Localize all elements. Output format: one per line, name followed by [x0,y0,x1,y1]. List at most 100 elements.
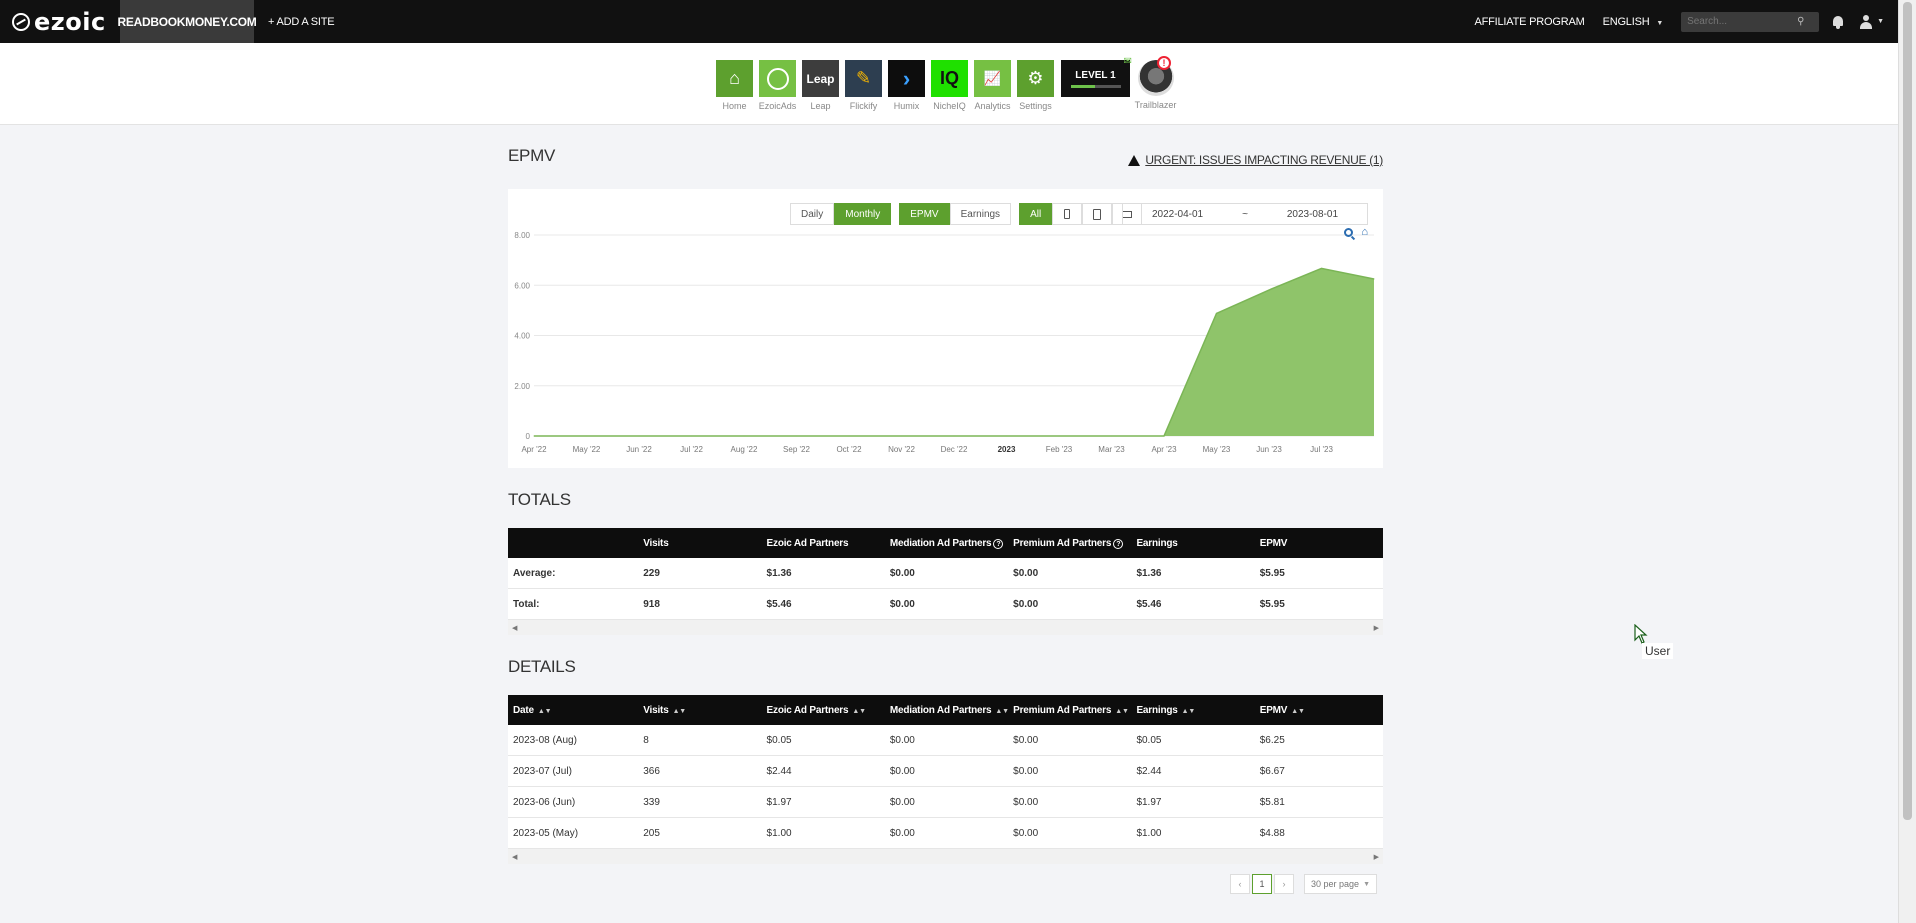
data-point[interactable] [796,435,797,437]
sort-mediation-header[interactable]: Mediation Ad Partners ▲▼ [890,705,1013,716]
chart-zoom-tools: ⌂ [1344,226,1368,238]
data-point[interactable] [1006,435,1007,437]
app-analytics[interactable]: 📈 Analytics [971,60,1014,111]
table-cell: $0.00 [1013,598,1039,610]
urgent-issues-link[interactable]: URGENT: ISSUES IMPACTING REVENUE (1) [1128,153,1383,167]
per-page-select[interactable]: 30 per page ▼ [1304,874,1377,894]
sort-ezoic-header[interactable]: Ezoic Ad Partners ▲▼ [767,705,890,716]
x-tick-label: Jun '22 [626,445,652,454]
page-1-button[interactable]: 1 [1252,874,1273,894]
search-box: ⚲ [1681,11,1820,32]
sort-epmv-header[interactable]: EPMV ▲▼ [1260,705,1383,716]
user-menu[interactable]: ▼ [1859,14,1884,29]
date-to: 2023-08-01 [1286,208,1339,220]
language-selector[interactable]: ENGLISH ▼ [1603,16,1664,28]
data-point[interactable] [1321,267,1322,269]
affiliate-program-link[interactable]: AFFILIATE PROGRAM [1474,15,1585,28]
app-trailblazer[interactable]: ! Trailblazer [1134,56,1177,111]
user-icon [1859,14,1873,29]
x-tick-label: Mar '23 [1098,445,1125,454]
x-tick-label: Jun '23 [1256,445,1282,454]
data-point[interactable] [1216,312,1217,314]
sort-premium-header[interactable]: Premium Ad Partners ▲▼ [1013,705,1136,716]
vertical-scrollbar[interactable] [1898,0,1916,923]
table-cell: Average: [513,567,556,579]
level-badge[interactable]: LEVEL 1 ✉ [1061,56,1132,97]
app-leap[interactable]: Leap Leap [799,60,842,111]
app-nicheiq[interactable]: IQ NicheIQ [928,60,971,111]
table-cell: $5.95 [1259,598,1285,610]
monthly-button[interactable]: Monthly [834,203,892,225]
sort-earnings-header[interactable]: Earnings ▲▼ [1136,705,1259,716]
tablet-device-button[interactable] [1082,203,1113,225]
sort-icon: ▲▼ [852,707,866,715]
help-icon[interactable]: ? [1113,538,1124,549]
epmv-button[interactable]: EPMV [899,203,950,225]
scroll-right-icon[interactable]: ▶ [1373,624,1379,632]
add-site-link[interactable]: + ADD A SITE [268,15,335,28]
table-cell: $0.05 [1136,734,1162,746]
scroll-right-icon[interactable]: ▶ [1373,853,1379,861]
x-tick-label: Sep '22 [783,445,810,454]
earnings-button[interactable]: Earnings [949,203,1012,225]
tablet-icon [1093,208,1102,220]
data-point[interactable] [691,435,692,437]
all-devices-button[interactable]: All [1019,203,1053,225]
date-range-picker[interactable]: 2022-04-01 ~ 2023-08-01 [1122,203,1368,225]
app-label: Settings [1019,101,1052,111]
help-icon[interactable]: ? [993,538,1004,549]
app-settings[interactable]: ⚙ Settings [1014,60,1057,111]
daily-button[interactable]: Daily [790,203,835,225]
search-icon[interactable]: ⚲ [1797,16,1805,27]
table-cell: $1.00 [1136,827,1162,839]
app-label: Flickify [849,101,878,111]
notifications-bell-icon[interactable] [1831,15,1845,29]
sort-visits-header[interactable]: Visits ▲▼ [643,705,766,716]
data-point[interactable] [1268,289,1270,291]
data-point[interactable] [586,435,587,437]
next-page-button[interactable]: › [1274,874,1295,894]
data-point[interactable] [953,435,955,437]
horizontal-scrollbar[interactable]: ◀ ▶ [508,849,1383,864]
app-humix[interactable]: › Humix [885,60,928,111]
horizontal-scrollbar[interactable]: ◀ ▶ [508,620,1383,635]
current-site-tab[interactable]: READBOOKMONEY.COM [118,0,257,43]
data-point[interactable] [533,435,535,437]
data-point[interactable] [901,435,902,437]
table-cell: Total: [513,598,540,610]
y-tick-label: 8.00 [514,231,530,240]
search-input[interactable] [1687,16,1798,27]
prev-page-button[interactable]: ‹ [1230,874,1251,894]
data-point[interactable] [743,435,745,437]
data-point[interactable] [1163,435,1165,437]
app-flickify[interactable]: ✎ Flickify [842,60,885,111]
app-launcher-bar: ⌂ Home EzoicAds Leap Leap ✎ Flickify › Humix… [0,43,1898,125]
scrollbar-thumb[interactable] [1903,2,1912,820]
scroll-left-icon[interactable]: ◀ [512,624,518,632]
data-point[interactable] [638,435,640,437]
epmv-area-series[interactable] [534,268,1374,436]
data-point[interactable] [1373,278,1375,280]
ezoic-logo[interactable]: ezoic [0,0,120,43]
sort-date-header[interactable]: Date ▲▼ [508,705,643,716]
nicheiq-icon: IQ [931,60,968,97]
zoom-icon[interactable] [1344,227,1354,237]
totals-header-row: Visits Ezoic Ad Partners Mediation Ad Pa… [508,528,1383,558]
humix-icon: › [888,60,925,97]
urgent-issues-text: URGENT: ISSUES IMPACTING REVENUE (1) [1145,153,1383,167]
app-home[interactable]: ⌂ Home [713,60,756,111]
app-ezoicads[interactable]: EzoicAds [756,60,799,111]
table-cell: $0.00 [1013,734,1039,746]
sort-icon: ▲▼ [995,707,1009,715]
data-point[interactable] [1058,435,1060,437]
table-cell: $0.00 [1013,765,1039,777]
data-point[interactable] [848,435,850,437]
sort-icon: ▲▼ [672,707,687,715]
column-header: Visits [643,537,669,549]
scroll-left-icon[interactable]: ◀ [512,853,518,861]
column-header: Ezoic Ad Partners [766,537,849,549]
reset-zoom-home-icon[interactable]: ⌂ [1361,226,1368,238]
page-title: EPMV [508,146,555,165]
data-point[interactable] [1111,435,1112,437]
mobile-device-button[interactable] [1052,203,1083,225]
